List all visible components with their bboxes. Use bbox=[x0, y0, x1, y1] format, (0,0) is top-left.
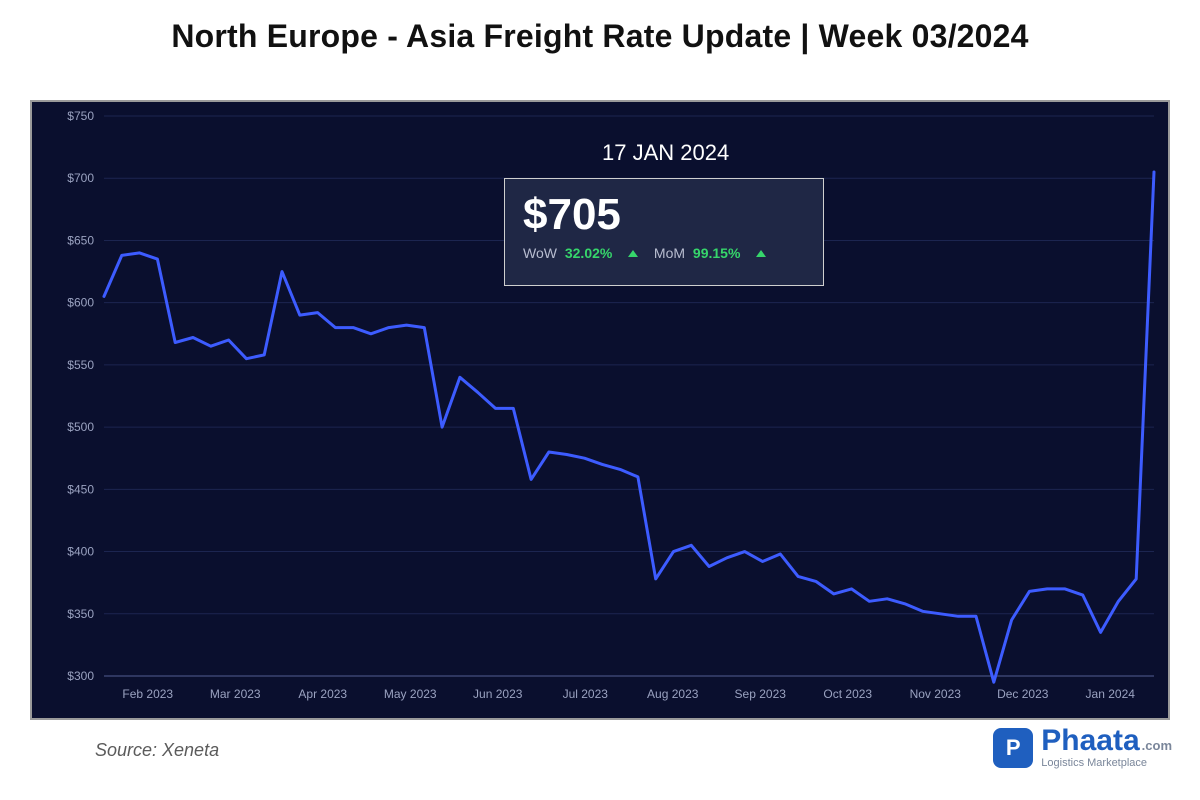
brand-name: Phaata bbox=[1041, 724, 1139, 757]
brand-logo-text: Phaata.com Logistics Marketplace bbox=[1041, 726, 1172, 769]
svg-text:$550: $550 bbox=[67, 358, 94, 372]
svg-text:$300: $300 bbox=[67, 669, 94, 683]
svg-text:Sep 2023: Sep 2023 bbox=[735, 687, 787, 701]
svg-text:Aug 2023: Aug 2023 bbox=[647, 687, 699, 701]
wow-up-icon bbox=[628, 250, 638, 257]
svg-text:Jun 2023: Jun 2023 bbox=[473, 687, 523, 701]
callout-box: $705 WoW 32.02% MoM 99.15% bbox=[504, 178, 824, 286]
svg-text:Nov 2023: Nov 2023 bbox=[910, 687, 962, 701]
brand-logo: P Phaata.com Logistics Marketplace bbox=[993, 726, 1172, 769]
svg-text:$750: $750 bbox=[67, 109, 94, 123]
svg-text:$700: $700 bbox=[67, 171, 94, 185]
source-attribution: Source: Xeneta bbox=[95, 740, 219, 761]
callout-current-value: $705 bbox=[523, 191, 805, 239]
svg-text:Dec 2023: Dec 2023 bbox=[997, 687, 1049, 701]
wow-value: 32.02% bbox=[565, 245, 612, 261]
svg-text:Feb 2023: Feb 2023 bbox=[122, 687, 173, 701]
svg-text:$650: $650 bbox=[67, 233, 94, 247]
svg-text:$350: $350 bbox=[67, 607, 94, 621]
callout-date: 17 JAN 2024 bbox=[602, 140, 729, 166]
page-root: North Europe - Asia Freight Rate Update … bbox=[0, 0, 1200, 800]
svg-text:$500: $500 bbox=[67, 420, 94, 434]
svg-text:Mar 2023: Mar 2023 bbox=[210, 687, 261, 701]
svg-text:Jul 2023: Jul 2023 bbox=[563, 687, 609, 701]
chart-frame: $300 $350 $400 $450 $500 $550 $600 $650 $700 $750… bbox=[30, 100, 1170, 720]
svg-text:Apr 2023: Apr 2023 bbox=[298, 687, 347, 701]
svg-text:May 2023: May 2023 bbox=[384, 687, 437, 701]
brand-tld: .com bbox=[1142, 738, 1172, 753]
svg-text:$600: $600 bbox=[67, 296, 94, 310]
svg-text:$400: $400 bbox=[67, 545, 94, 559]
svg-text:Oct 2023: Oct 2023 bbox=[823, 687, 872, 701]
brand-tagline: Logistics Marketplace bbox=[1041, 758, 1172, 769]
mom-label: MoM bbox=[654, 245, 685, 261]
page-title: North Europe - Asia Freight Rate Update … bbox=[0, 18, 1200, 55]
brand-logo-icon: P bbox=[993, 728, 1033, 768]
wow-label: WoW bbox=[523, 245, 557, 261]
svg-text:$450: $450 bbox=[67, 482, 94, 496]
mom-value: 99.15% bbox=[693, 245, 740, 261]
svg-text:Jan 2024: Jan 2024 bbox=[1086, 687, 1136, 701]
callout-changes: WoW 32.02% MoM 99.15% bbox=[523, 245, 805, 261]
mom-up-icon bbox=[756, 250, 766, 257]
